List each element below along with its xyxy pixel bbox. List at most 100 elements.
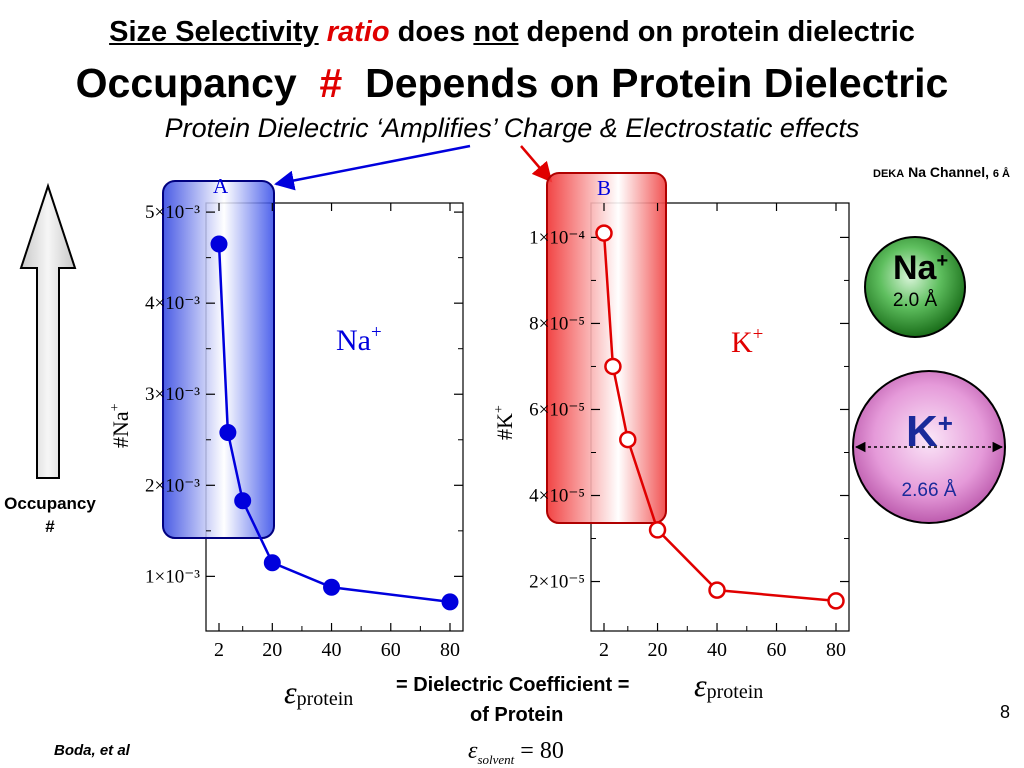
occupancy-label: Occupancy # [2,492,98,538]
y-tick-label: 4×10⁻³ [145,293,200,314]
data-point [210,235,228,253]
plot-b-ticks: 2 20 40 60 80 2×10⁻⁵ 4×10⁻⁵ 6×10⁻⁵ 8×10⁻⁵ 1×10⁻⁴ [529,203,849,661]
plot-a-ion-charge: + [371,322,382,343]
slide-title-line2: Occupancy # Depends on Protein Dielectri… [0,58,1024,108]
y-tick-label: 6×10⁻⁵ [529,399,585,420]
title-depends: Depends on Protein Dielectric [365,60,949,106]
caption-eps-symbol-right: ε [694,667,707,703]
plot-b-series [595,224,845,610]
y-tick-label: 2×10⁻³ [145,475,200,496]
model-prefix: DEKA [873,168,905,180]
solvent-sub: solvent [477,752,514,767]
data-point [708,581,726,599]
plot-b-highlight [546,172,667,524]
credit-text: Boda, et al [54,742,130,759]
data-point [604,357,622,376]
x-tick-label: 60 [381,639,401,661]
data-point [234,492,252,510]
na-symbol-text: Na [893,249,938,287]
na-sphere-shape [864,236,966,338]
y-tick-label: 5×10⁻³ [145,202,200,223]
x-tick-label: 60 [767,639,787,661]
title-occupancy: Occupancy [75,60,297,106]
title-size-selectivity: Size Selectivity [109,16,319,48]
pointer-arrow-red [520,145,553,183]
solvent-equation: εsolvent = 80 [468,738,564,767]
page-number: 8 [1000,702,1011,722]
k-symbol: K+ [906,407,953,456]
y-tick-label: 3×10⁻³ [145,384,200,405]
title-hash: # [319,60,343,106]
x-tick-label: 80 [826,639,846,661]
title-ratio: ratio [326,16,390,48]
y-tick-label: 1×10⁻⁴ [529,227,585,248]
plot-a-series [210,235,459,611]
slide-subtitle: Protein Dielectric ‘Amplifies’ Charge & … [164,113,860,143]
caption-eps-sub-right: protein [707,681,764,703]
na-radius: 2.0 Å [893,290,938,311]
y-tick-label: 4×10⁻⁵ [529,486,585,507]
plot-b-ion-symbol: K [731,326,753,359]
solvent-eps: ε [468,738,478,764]
x-tick-label: 40 [322,639,342,661]
caption-eps-sub-left: protein [297,688,354,710]
caption-eps-symbol-left: ε [284,674,297,710]
y-tick-label: 2×10⁻⁵ [529,572,585,593]
title-not: not [473,16,519,48]
x-tick-label: 2 [599,639,609,661]
plot-a-ticks: 2 20 40 60 80 1×10⁻³ 2×10⁻³ 3×10⁻³ 4×10⁻³ 5×10⁻³ [145,202,463,661]
na-charge: + [936,250,948,272]
caption-eps-right: εprotein [694,667,763,703]
plot-a-highlight [162,180,275,539]
plot-a-ion-label: Na+ [336,322,382,357]
data-point [827,592,845,610]
plot-a-ylabel-sup: + [108,403,123,411]
plot-b-panel-label: B [597,176,611,200]
series-line [217,243,451,604]
model-size: 6 Å [992,168,1010,180]
plot-b-ion-label: K+ [731,324,763,359]
plot-a-ylabel: #Na+ [108,403,133,448]
occupancy-label-line1: Occupancy [4,494,96,513]
k-symbol-text: K [906,407,938,456]
na-ion-sphere: Na+ 2.0 Å [864,236,966,338]
y-tick-label: 8×10⁻⁵ [529,313,585,334]
plot-a-panel-label: A [213,174,229,198]
occupancy-up-arrow [19,182,77,479]
data-point [595,224,613,242]
caption-definition: = Dielectric Coefficient = [396,674,630,696]
x-tick-label: 40 [707,639,727,661]
series-line [602,233,837,603]
caption-eps-left: εprotein [284,674,353,710]
plot-a: 2 20 40 60 801×10⁻³2×10⁻³3×10⁻³4×10⁻³5×10⁻³ … [108,174,464,661]
x-tick-label: 20 [648,639,668,661]
pointer-arrow-blue [274,144,471,191]
model-name: Na Channel, [908,164,989,180]
k-radius: 2.66 Å [902,480,957,501]
data-point [441,593,459,611]
plot-b-ylabel-text: #K [492,413,517,440]
plot-b-ylabel: #K+ [492,405,517,440]
caption-line2: of Protein [470,704,564,726]
y-tick-label: 1×10⁻³ [145,566,200,587]
plot-b-ylabel-sup: + [492,405,507,413]
na-symbol: Na+ [893,249,948,287]
slide-title-line1: Size Selectivity ratio does not depend o… [0,14,1024,50]
k-ion-sphere: K+ 2.66 Å [852,370,1006,524]
plot-b-ion-charge: + [753,324,764,345]
data-point [619,430,637,449]
x-tick-label: 20 [262,639,282,661]
plot-b: 2 20 40 60 802×10⁻⁵4×10⁻⁵6×10⁻⁵8×10⁻⁵1×10⁻⁴ … [492,172,850,661]
title-depend: depend on protein dielectric [526,16,915,48]
data-point [323,578,341,596]
plot-a-ylabel-text: #Na [108,411,133,448]
data-point [648,521,667,539]
data-point [263,554,281,572]
solvent-eq: = 80 [520,738,564,764]
model-label: DEKA Na Channel, 6 Å [873,164,1010,180]
k-charge: + [938,408,953,438]
plot-a-ion-symbol: Na [336,324,371,357]
x-tick-label: 2 [214,639,224,661]
title-does: does [397,16,466,48]
